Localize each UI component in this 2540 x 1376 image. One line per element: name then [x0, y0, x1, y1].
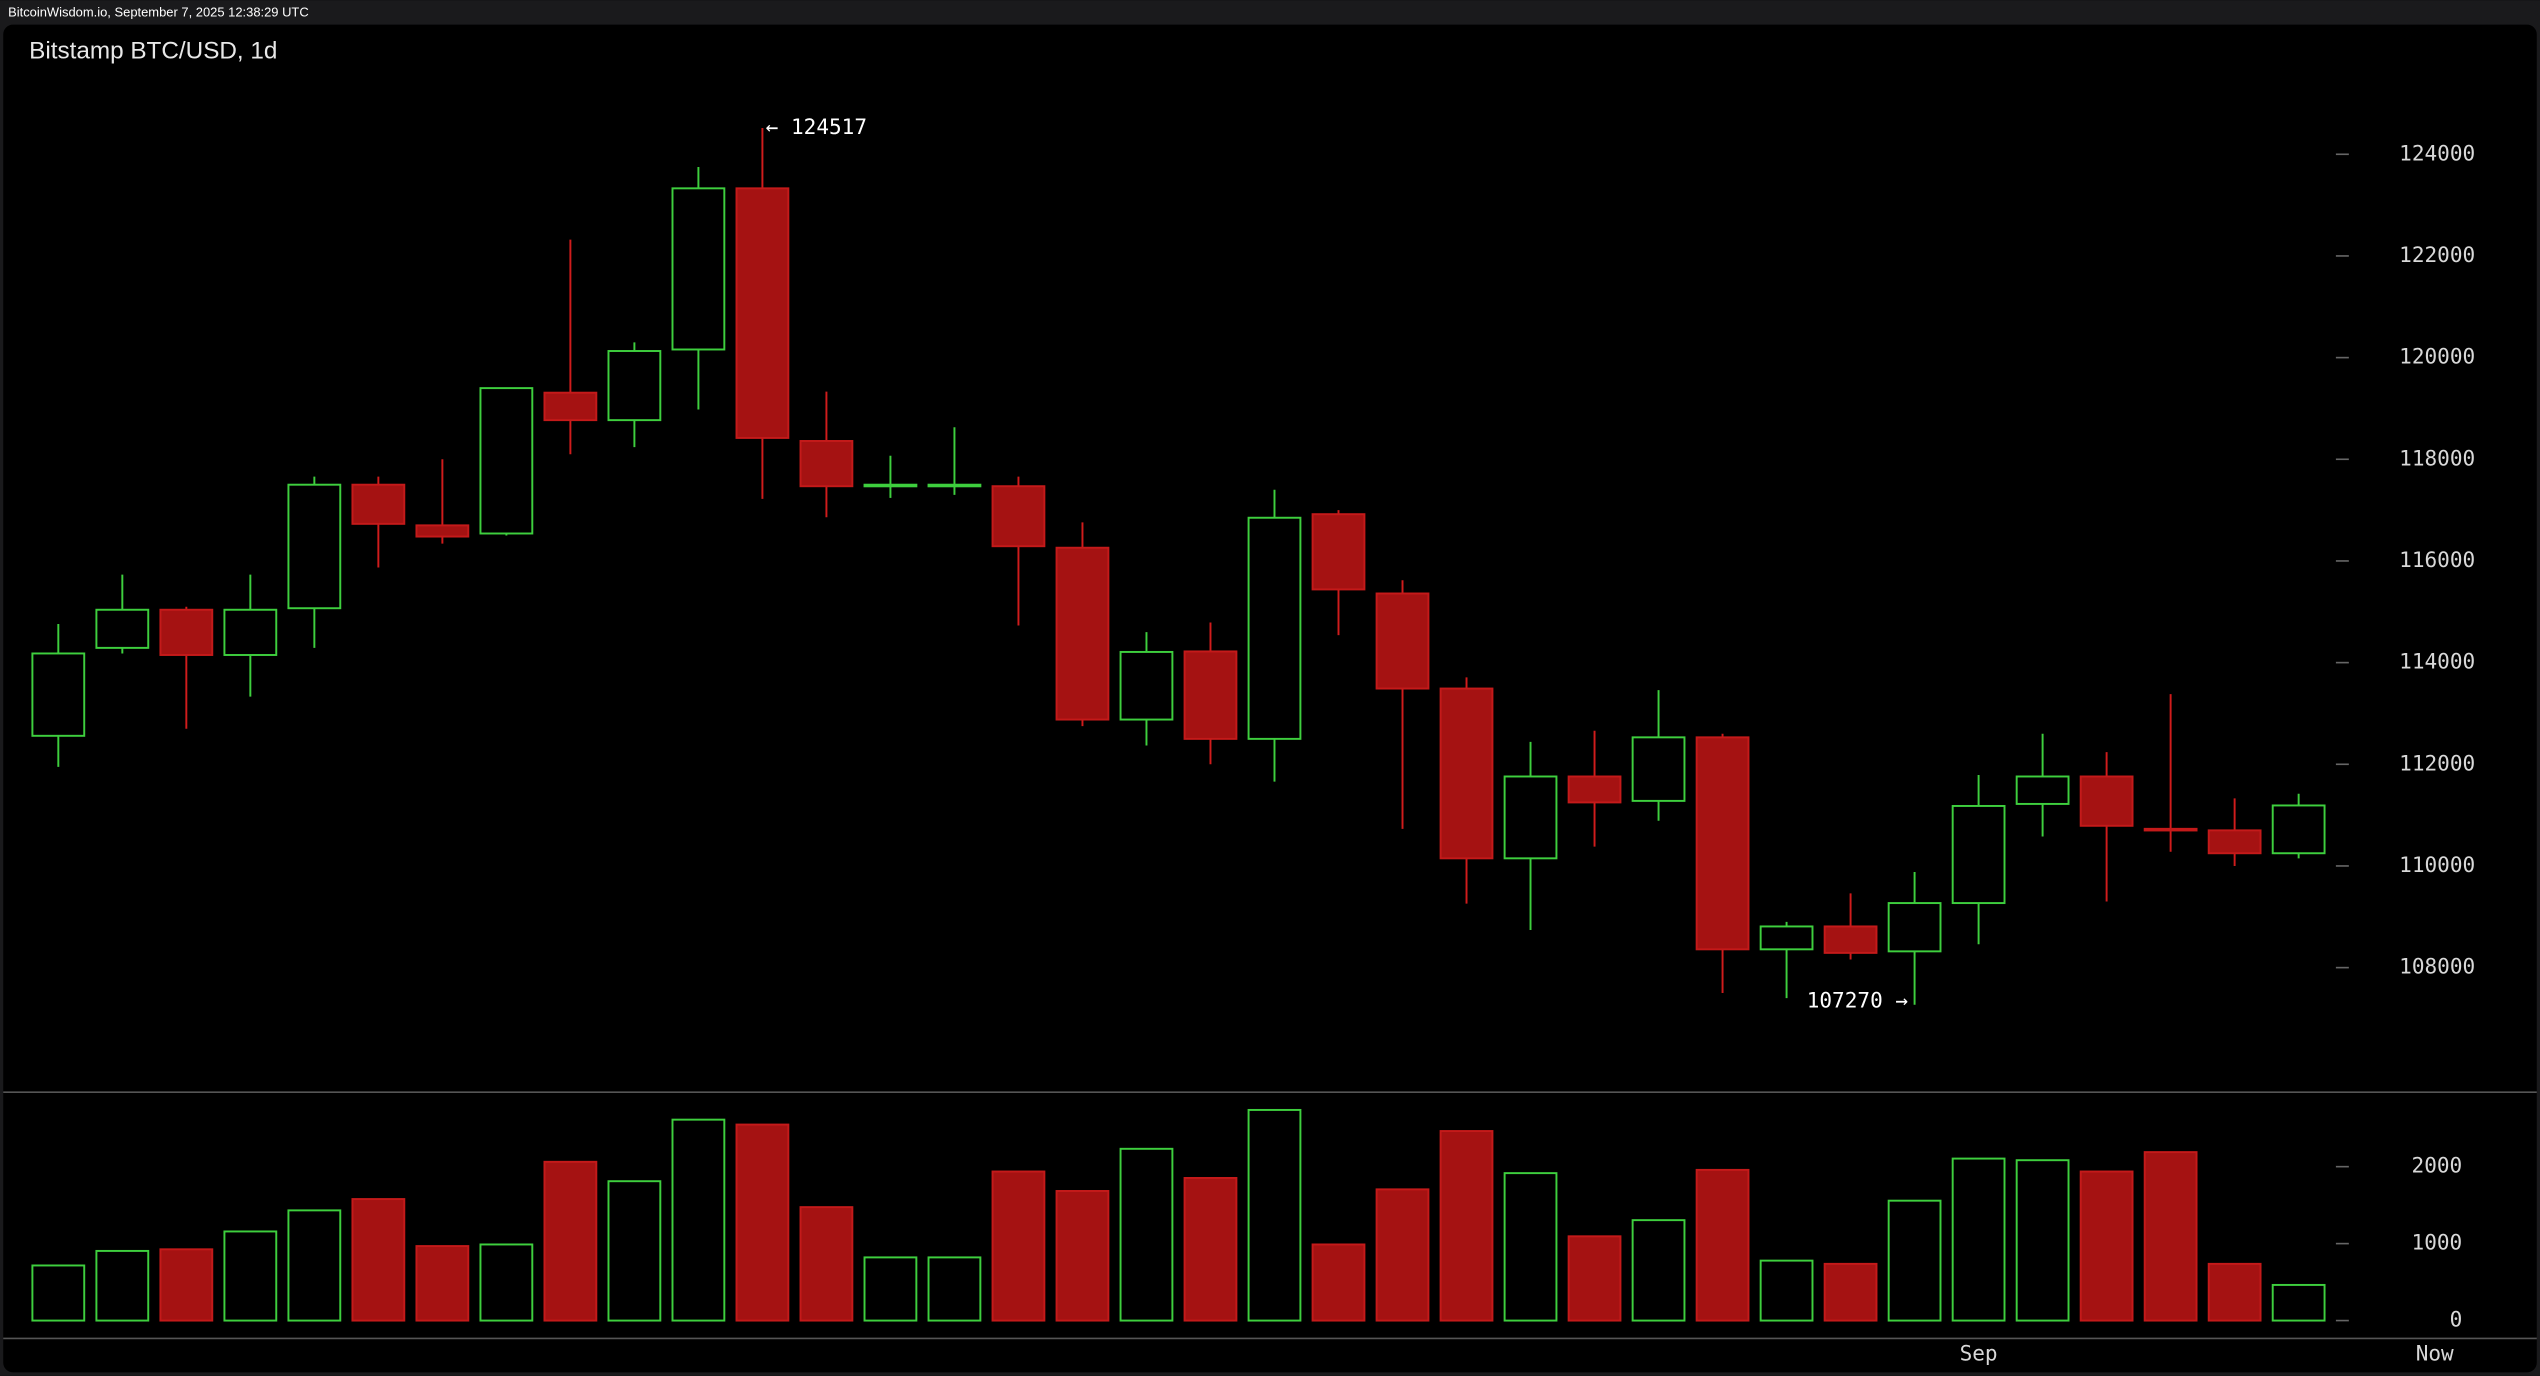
- candle-body-down: [1311, 513, 1366, 591]
- candle-body-up: [223, 608, 278, 656]
- annotation: ← 124517: [766, 114, 867, 139]
- candle-body-down: [543, 391, 598, 422]
- volume-bar: [991, 1170, 1046, 1322]
- candle-body-up: [31, 652, 86, 737]
- volume-tick-label: 0: [2450, 1307, 2463, 1332]
- volume-bar: [1951, 1157, 2006, 1322]
- candle-body-down: [1695, 736, 1750, 951]
- volume-bar: [2143, 1151, 2198, 1322]
- y-tick-label: 122000: [2399, 242, 2475, 267]
- volume-bar: [1119, 1147, 1174, 1322]
- candle-body-down: [1183, 650, 1238, 740]
- volume-bar: [1695, 1168, 1750, 1322]
- volume-bar: [2271, 1283, 2326, 1322]
- volume-bar: [927, 1256, 982, 1322]
- volume-bar: [863, 1256, 918, 1322]
- candle-body-down: [1439, 687, 1494, 860]
- y-tick-label: 120000: [2399, 344, 2475, 369]
- candle-body-up: [2015, 775, 2070, 805]
- volume-bar: [799, 1206, 854, 1322]
- y-tick-label: 108000: [2399, 954, 2475, 979]
- y-tick-label: 124000: [2399, 140, 2475, 165]
- candle-body-up: [95, 608, 150, 649]
- candle-body-up: [1503, 775, 1558, 860]
- volume-tick-label: 2000: [2412, 1153, 2463, 1178]
- volume-bar: [1887, 1199, 1942, 1322]
- volume-bar: [351, 1198, 406, 1322]
- candle-body-up: [287, 483, 342, 610]
- volume-bar: [1503, 1172, 1558, 1322]
- volume-bar: [1631, 1219, 1686, 1322]
- volume-bar: [2015, 1159, 2070, 1322]
- candle-body-up: [1951, 804, 2006, 905]
- candle-body-down: [1567, 775, 1622, 804]
- candle-body-down: [735, 187, 790, 439]
- volume-tick-label: 1000: [2412, 1230, 2463, 1255]
- volume-bar: [1183, 1177, 1238, 1322]
- candle-body-down: [799, 440, 854, 488]
- y-tick-label: 116000: [2399, 547, 2475, 572]
- volume-bar: [1247, 1108, 1302, 1322]
- y-tick-label: 110000: [2399, 852, 2475, 877]
- annotation: 107270 →: [1807, 987, 1908, 1012]
- candle-body-up: [479, 387, 534, 535]
- candle-body-down: [159, 608, 214, 656]
- chart-title: Bitstamp BTC/USD, 1d: [29, 38, 277, 65]
- candle-body-down: [1055, 546, 1110, 721]
- candle-body-up: [671, 187, 726, 351]
- y-tick-label: 114000: [2399, 649, 2475, 674]
- y-tick-label: 112000: [2399, 750, 2475, 775]
- y-tick-label: 118000: [2399, 445, 2475, 470]
- candle-body-down: [415, 524, 470, 538]
- candle-body-down: [2207, 829, 2262, 855]
- volume-bar: [1759, 1259, 1814, 1322]
- candle-body-down: [2143, 827, 2198, 832]
- candle-body-down: [1375, 592, 1430, 690]
- candle-body-down: [2079, 775, 2134, 827]
- volume-bar: [543, 1160, 598, 1322]
- volume-bar: [2079, 1170, 2134, 1322]
- volume-bar: [31, 1264, 86, 1322]
- volume-bar: [2207, 1262, 2262, 1322]
- volume-bar: [159, 1248, 214, 1322]
- volume-bar: [479, 1243, 534, 1322]
- candle-body-down: [991, 485, 1046, 548]
- candle-body-up: [927, 483, 982, 488]
- volume-bar: [287, 1209, 342, 1322]
- candle-body-up: [1759, 925, 1814, 951]
- candle-body-up: [1247, 516, 1302, 740]
- volume-bar: [1375, 1188, 1430, 1322]
- volume-bar: [1823, 1262, 1878, 1322]
- candle-body-down: [351, 483, 406, 525]
- volume-bar: [1311, 1243, 1366, 1322]
- candle-body-up: [1887, 902, 1942, 953]
- candle-body-up: [1631, 736, 1686, 802]
- candle-body-up: [2271, 804, 2326, 855]
- volume-bar: [1439, 1130, 1494, 1322]
- volume-bar: [1567, 1235, 1622, 1322]
- volume-bar: [1055, 1190, 1110, 1322]
- volume-bar: [735, 1123, 790, 1322]
- volume-bar: [415, 1245, 470, 1322]
- volume-bar: [223, 1230, 278, 1322]
- candle-body-up: [863, 483, 918, 488]
- volume-bar: [607, 1180, 662, 1322]
- header: BitcoinWisdom.io, September 7, 2025 12:3…: [8, 5, 309, 20]
- x-end-label: Now: [2416, 1341, 2454, 1366]
- candle-body-up: [1119, 650, 1174, 721]
- volume-bar: [95, 1249, 150, 1322]
- candle-body-down: [1823, 925, 1878, 954]
- candle-body-up: [607, 350, 662, 422]
- x-tick-label: Sep: [1960, 1341, 1998, 1366]
- volume-bar: [671, 1118, 726, 1322]
